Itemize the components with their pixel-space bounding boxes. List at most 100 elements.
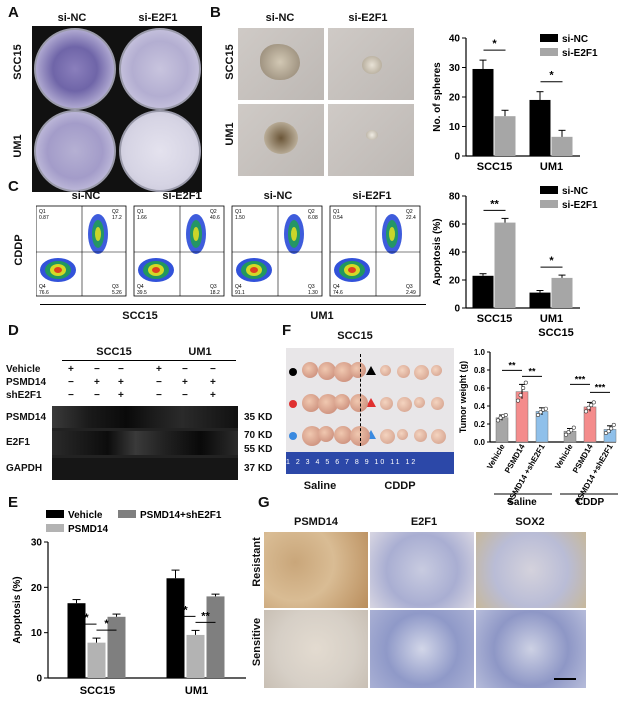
scale-bar: [554, 678, 576, 680]
significance-star: *: [549, 255, 554, 267]
blot-membranes: [52, 406, 238, 480]
legend-label: si-E2F1: [562, 200, 598, 211]
tumor-saline: [334, 394, 350, 410]
tumor-cddp: [431, 429, 446, 444]
tumor-cddp: [414, 365, 429, 380]
tumor-saline: [302, 362, 318, 378]
condition-row: shE2F1 − − + − − +: [6, 390, 242, 403]
panel-b-row-1: SCC15: [224, 44, 236, 80]
y-tick-label: 0.0: [474, 438, 486, 447]
condition-sign: −: [156, 390, 162, 401]
x-tick-label: SCC15: [80, 685, 115, 697]
bar-psmd14-she2f1: [206, 596, 225, 678]
tumor-cddp: [380, 429, 395, 444]
panel-b-row-2: UM1: [224, 122, 236, 146]
significance-star: *: [84, 612, 89, 624]
tumor-saline: [350, 394, 368, 412]
tumor-cddp: [431, 365, 442, 376]
flow-q2-value: 17.2: [112, 215, 122, 221]
panel-c-col-1: si-NC: [71, 190, 101, 202]
condition-sign: +: [182, 377, 188, 388]
flow-quadrant-name: Q3: [210, 284, 217, 290]
panel-a-col-2: si-E2F1: [138, 12, 178, 24]
flow-quadrant-name: Q3: [308, 284, 315, 290]
condition-sign: −: [94, 390, 100, 401]
condition-sign: −: [182, 390, 188, 401]
blot-e2f1: [52, 431, 238, 455]
data-point: [495, 418, 500, 423]
flow-quadrant-name: Q3: [112, 284, 119, 290]
flow-quadrant-name: Q4: [39, 284, 46, 290]
colony-dish-scc15-sinc: [34, 28, 116, 110]
tumor-cddp: [414, 397, 425, 408]
tumor-cddp: [414, 429, 427, 442]
panel-label-f: F: [282, 322, 292, 339]
flow-density: [54, 267, 62, 273]
x-tick-label: Vehicle: [553, 442, 575, 471]
flow-quadrant-name: Q3: [406, 284, 413, 290]
flow-q1-value: 0.87: [39, 215, 49, 221]
x-tick-label: UM1: [540, 313, 563, 325]
condition-sign: +: [156, 364, 162, 375]
significance-star: **: [490, 198, 499, 210]
panel-label-d: D: [8, 322, 19, 339]
significance-star: **: [201, 610, 210, 622]
tumor-cddp: [397, 365, 410, 378]
flow-quadrant-name: Q1: [333, 209, 340, 215]
blot-psmd14: [52, 406, 238, 428]
significance-star: *: [549, 70, 554, 82]
flow-density: [193, 227, 199, 241]
ihc-resistant-e2f1: [370, 532, 474, 608]
panel-g-row-1: Resistant: [251, 537, 263, 587]
bar-psmd14: [186, 634, 205, 678]
colony-dish-um1-sie2f1: [119, 110, 201, 192]
y-tick-label: 40: [449, 34, 461, 45]
condition-sign: −: [68, 377, 74, 388]
bar-si-e2f1: [551, 277, 573, 308]
panel-label-c: C: [8, 178, 19, 195]
flow-quadrant-name: Q1: [137, 209, 144, 215]
group-marker-triangle: [366, 366, 376, 375]
panel-label-b: B: [210, 4, 221, 21]
y-tick-label: 0.8: [474, 366, 486, 375]
tumor-cddp: [431, 397, 444, 410]
y-tick-label: 1.0: [474, 348, 486, 357]
bar-vehicle: [166, 578, 185, 678]
panel-c-group-2: UM1: [310, 310, 334, 322]
panel-a-row-2: UM1: [12, 134, 24, 158]
group-divider: [360, 354, 361, 446]
sphere-image-scc15-sie2f1: [328, 28, 414, 100]
panel-g-col-1: PSMD14: [293, 516, 339, 528]
flow-density: [348, 267, 356, 273]
marker-70: 70 KD: [244, 430, 273, 441]
y-tick-label: 0: [36, 674, 42, 685]
group-line-um1: [236, 304, 426, 305]
x-tick-label: PSMD14 +shE2F1: [505, 442, 547, 505]
tumor-cddp: [380, 365, 391, 376]
flow-quadrant-name: Q1: [39, 209, 46, 215]
bar-si-e2f1: [494, 222, 516, 308]
flow-q2-value: 40.6: [210, 215, 220, 221]
flow-q4-value: 39.5: [137, 290, 147, 296]
panel-d-line-2: UM1: [188, 346, 212, 358]
significance-star: **: [508, 360, 516, 370]
condition-sign: −: [210, 364, 216, 375]
y-tick-label: 80: [449, 192, 461, 203]
ihc-resistant-psmd14: [264, 532, 368, 608]
sphere-image-um1-sinc: [238, 104, 324, 176]
flow-q4-value: 91.1: [235, 290, 245, 296]
significance-star: ***: [575, 374, 586, 384]
y-axis-label: Tumor weight (g): [458, 361, 468, 433]
legend-swatch: [46, 524, 64, 532]
flow-q4-value: 76.6: [39, 290, 49, 296]
group-label-cddp: CDDP: [576, 497, 605, 508]
chart-title: SCC15: [538, 327, 573, 339]
y-tick-label: 20: [449, 93, 461, 104]
panel-g-row-2: Sensitive: [251, 617, 263, 667]
y-axis-label: Apoptosis (%): [432, 218, 443, 285]
x-tick-label: SCC15: [477, 161, 512, 173]
data-point: [523, 380, 528, 385]
tumor-saline: [334, 426, 352, 444]
bar-psmd14: [87, 642, 106, 678]
